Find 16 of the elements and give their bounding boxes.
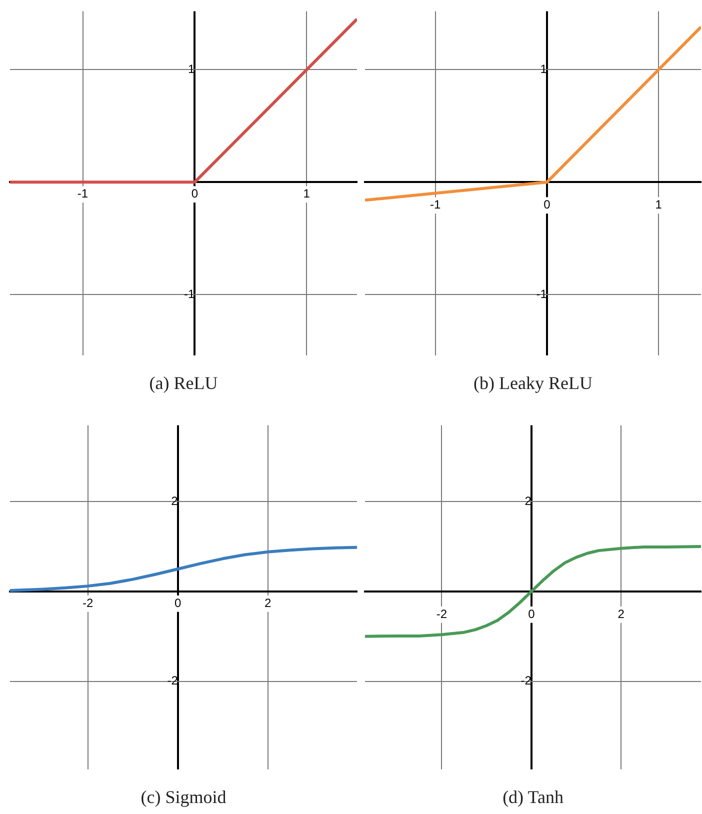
x-tick-label: 2 [264,596,272,610]
text: (c) Sigmoid [140,786,226,807]
x-tick-label: -2 [82,596,94,610]
x-tick-label: -1 [77,186,88,201]
x-tick-label: 0 [174,596,182,610]
text: (a) ReLU [149,372,218,393]
x-tick-label: 1 [655,198,662,212]
x-tick-label: 2 [618,606,625,621]
x-tick-label: 1 [303,186,310,201]
x-tick-label: -2 [436,606,448,621]
text: (b) Leaky ReLU [474,372,592,393]
x-tick-label: 0 [191,186,198,201]
text: (d) Tanh [502,786,564,807]
x-tick-label: -1 [430,198,441,212]
x-tick-label: 0 [528,606,536,621]
x-tick-label: 0 [544,198,551,212]
